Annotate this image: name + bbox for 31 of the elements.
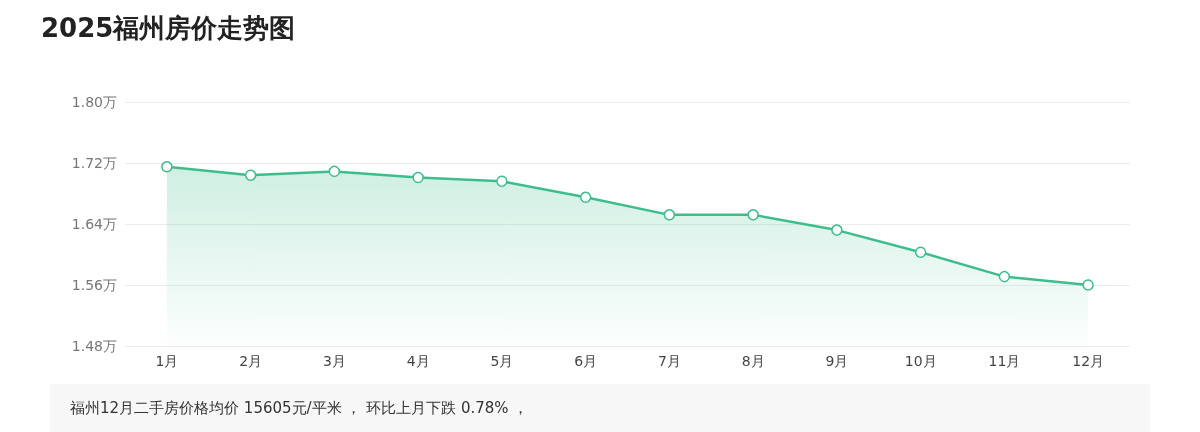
x-tick-label: 7月 xyxy=(657,353,681,369)
point xyxy=(244,169,257,181)
point xyxy=(579,191,592,204)
x-tick-label: 3月 xyxy=(322,353,346,369)
y-tick-label: 1.72万 xyxy=(71,155,117,171)
point xyxy=(998,270,1011,283)
y-tick-label: 1.56万 xyxy=(71,277,117,293)
y-tick-label: 1.64万 xyxy=(71,216,117,232)
point xyxy=(161,161,173,173)
x-tick-label: 6月 xyxy=(574,353,598,369)
x-tick-label: 12月 xyxy=(1072,353,1105,369)
point xyxy=(663,209,676,221)
y-tick-label: 1.48万 xyxy=(71,338,117,354)
chart-title: 2025福州房价走势图 xyxy=(41,13,296,43)
point xyxy=(328,165,341,178)
point xyxy=(496,175,508,188)
y-tick-label: 1.80万 xyxy=(71,94,117,110)
x-tick-label: 8月 xyxy=(741,353,765,369)
x-tick-label: 5月 xyxy=(490,353,514,369)
x-tick-label: 1月 xyxy=(155,353,179,369)
text: 福州12月二手房价格均价 15605元/平米 ， 环比上月下跌 0.78% ， xyxy=(70,398,529,417)
x-tick-label: 11月 xyxy=(988,353,1021,369)
point xyxy=(747,209,759,221)
point xyxy=(831,224,843,236)
point xyxy=(914,246,927,258)
point xyxy=(1082,279,1094,291)
x-tick-label: 9月 xyxy=(825,353,849,369)
point xyxy=(412,171,424,184)
x-tick-label: 10月 xyxy=(904,353,937,369)
x-tick-label: 2月 xyxy=(239,353,263,369)
x-tick-label: 4月 xyxy=(406,353,430,369)
